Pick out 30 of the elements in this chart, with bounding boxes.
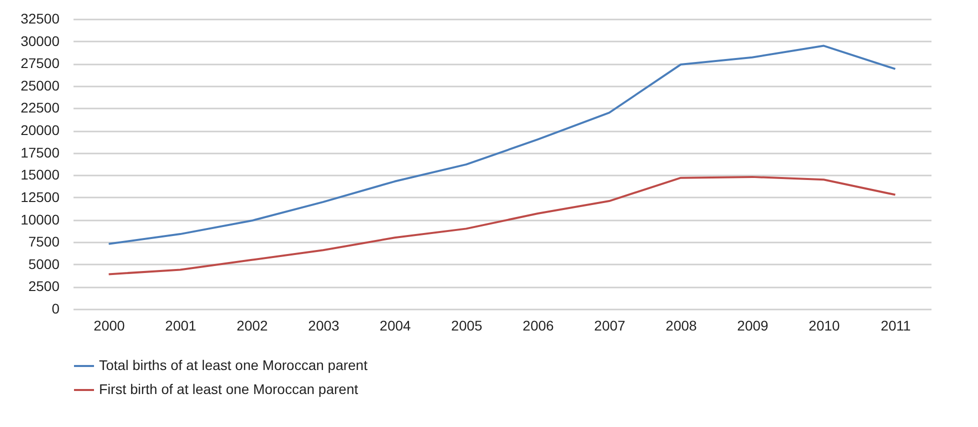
x-tick-label: 2002 xyxy=(236,318,268,334)
x-tick-label: 2009 xyxy=(737,318,769,334)
x-tick-label: 2006 xyxy=(522,318,554,334)
legend-label: Total births of at least one Moroccan parent xyxy=(99,357,368,373)
y-tick-label: 20000 xyxy=(20,122,60,138)
x-tick-label: 2001 xyxy=(165,318,197,334)
y-tick-label: 32500 xyxy=(20,10,60,26)
x-tick-label: 2005 xyxy=(451,318,483,334)
line-series xyxy=(108,176,896,276)
x-tick-label: 2003 xyxy=(308,318,340,334)
legend-label: First birth of at least one Moroccan parent xyxy=(99,381,358,397)
line-series xyxy=(108,44,896,245)
x-tick-label: 2010 xyxy=(808,318,840,334)
y-tick-label: 0 xyxy=(52,300,60,316)
y-tick-label: 17500 xyxy=(20,144,60,160)
y-tick-label: 15000 xyxy=(20,166,60,183)
x-tick-label: 2004 xyxy=(380,318,412,334)
x-tick-label: 2000 xyxy=(94,318,126,334)
y-tick-label: 7500 xyxy=(28,234,60,250)
y-tick-label: 10000 xyxy=(20,211,60,228)
x-tick-label: 2007 xyxy=(594,318,626,334)
x-tick-label: 2011 xyxy=(880,318,912,334)
y-tick-label: 30000 xyxy=(20,32,60,49)
x-tick-label: 2008 xyxy=(666,318,698,334)
y-tick-label: 2500 xyxy=(28,278,60,294)
y-tick-label: 5000 xyxy=(28,256,60,272)
y-tick-label: 25000 xyxy=(20,77,60,94)
y-tick-label: 12500 xyxy=(20,188,60,205)
y-tick-label: 22500 xyxy=(20,100,60,116)
y-tick-label: 27500 xyxy=(20,55,60,72)
